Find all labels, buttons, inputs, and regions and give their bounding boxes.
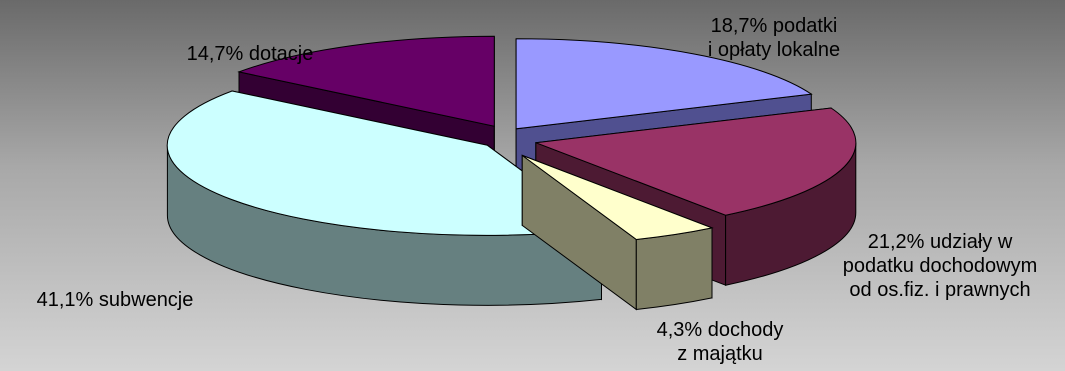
slice-label-dotacje: 14,7% dotacje — [186, 43, 314, 65]
pie-slice-top-podatki — [515, 38, 813, 130]
slice-label-udzialy: 21,2% udziały w podatku dochodowym od os… — [842, 231, 1038, 301]
pie-slice-side-dochody-0 — [635, 227, 713, 311]
slice-label-dochody: 4,3% dochody z majątku — [656, 319, 784, 365]
pie-slice-top-dotacje — [237, 35, 495, 127]
slice-label-podatki: 18,7% podatki i opłaty lokalne — [707, 15, 841, 61]
pie-slice-top-dochody — [521, 154, 714, 241]
slice-label-subwencje: 41,1% subwencje — [36, 289, 194, 311]
pie-slice-top-subwencje — [166, 90, 603, 236]
pie-slice-top-udzialy — [535, 107, 857, 216]
pie-slice-dochody — [521, 154, 714, 311]
